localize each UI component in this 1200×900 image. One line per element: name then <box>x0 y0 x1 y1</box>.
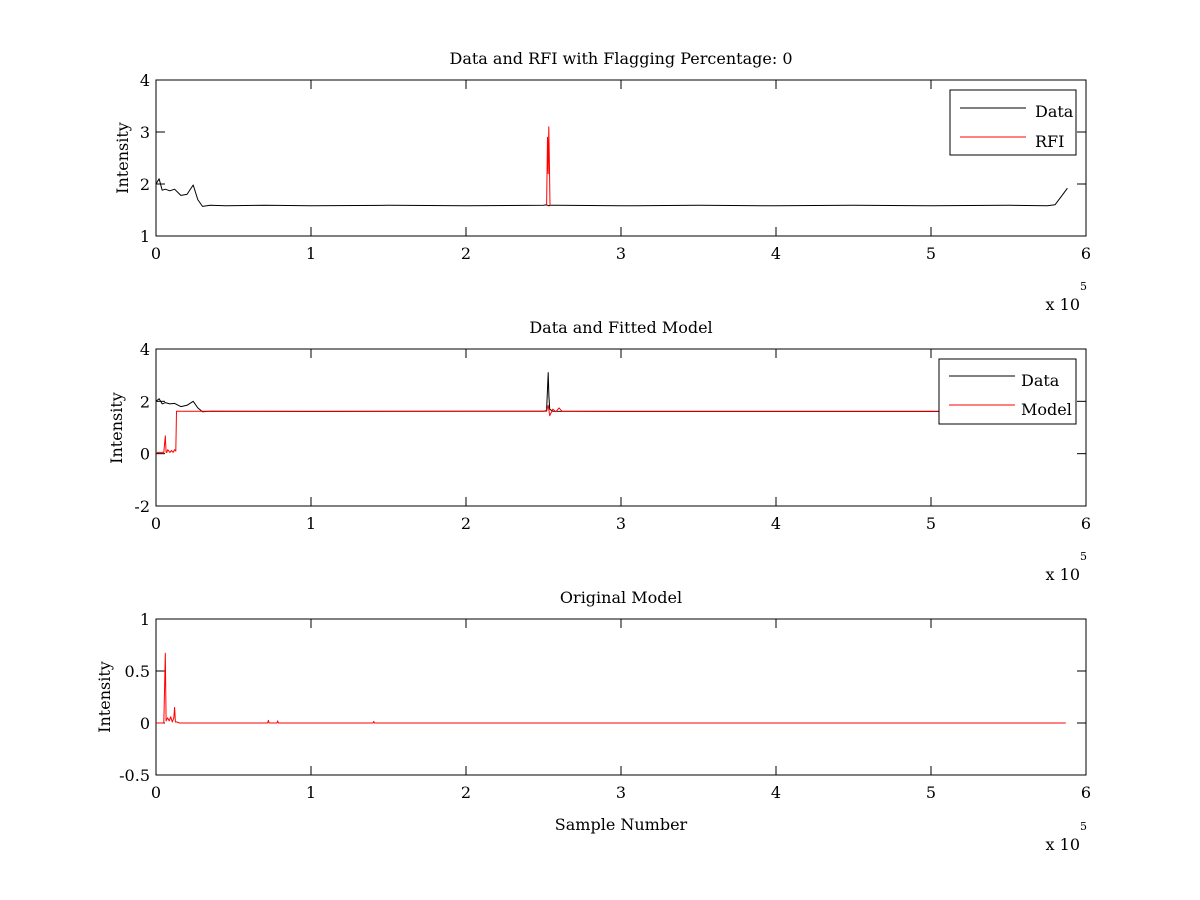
x-tick-label: 1 <box>306 783 316 802</box>
x-tick-label: 0 <box>151 244 161 263</box>
panel-1-traces <box>155 126 1068 207</box>
x-tick-label: 3 <box>616 514 626 533</box>
panel-3-axes <box>155 618 1087 776</box>
panel-1-legend-box <box>949 89 1077 156</box>
y-tick-label: 2 <box>140 392 150 411</box>
x-tick-label: 0 <box>151 783 161 802</box>
x-tick-label: 4 <box>771 783 781 802</box>
panel-1-legend: Data RFI <box>949 89 1077 156</box>
x-tick-label: 2 <box>461 783 471 802</box>
panel-2-ylabel: Intensity <box>107 392 126 464</box>
y-tick-label: -2 <box>134 497 150 516</box>
y-tick-label: 0.5 <box>125 662 150 681</box>
y-tick-label: 1 <box>140 227 150 246</box>
panel-2-x-exponent: 5 <box>1080 550 1087 563</box>
x-tick-label: 3 <box>616 783 626 802</box>
panel-2-traces <box>155 372 1009 453</box>
x-tick-label: 6 <box>1081 514 1091 533</box>
y-tick-label: 2 <box>140 175 150 194</box>
panel-3-x-multiplier: x 10 <box>1046 835 1080 854</box>
panel-3-traces <box>156 652 1066 724</box>
y-tick-label: 0 <box>140 445 150 464</box>
panel-1-x-exponent: 5 <box>1080 280 1087 293</box>
x-tick-label: 3 <box>616 244 626 263</box>
x-tick-label: 2 <box>461 514 471 533</box>
x-tick-label: 1 <box>306 244 316 263</box>
x-tick-label: 6 <box>1081 783 1091 802</box>
x-tick-label: 1 <box>306 514 316 533</box>
panel-2-legend-label-model: Model <box>1021 400 1072 419</box>
panel-1-ylabel: Intensity <box>113 122 132 194</box>
panel-2-legend-label-data: Data <box>1021 371 1060 390</box>
x-tick-label: 0 <box>151 514 161 533</box>
panel-1-legend-label-data: Data <box>1035 102 1074 121</box>
panel-2-legend-box <box>938 358 1077 425</box>
y-tick-label: 0 <box>140 714 150 733</box>
panel-1-x-multiplier: x 10 <box>1046 295 1080 314</box>
series-line-model <box>156 404 939 453</box>
x-tick-label: 5 <box>926 514 936 533</box>
panel-3-ylabel: Intensity <box>95 661 114 733</box>
series-line-data <box>155 178 1068 207</box>
series-line-rfi <box>546 126 552 207</box>
y-tick-label: 1 <box>140 610 150 629</box>
x-tick-label: 5 <box>926 783 936 802</box>
x-tick-label: 4 <box>771 244 781 263</box>
panel-1-title: Data and RFI with Flagging Percentage: 0 <box>449 49 792 68</box>
y-tick-label: -0.5 <box>119 766 150 785</box>
y-tick-label: 3 <box>140 123 150 142</box>
x-tick-label: 4 <box>771 514 781 533</box>
y-tick-label: 4 <box>140 71 150 90</box>
panel-2-title: Data and Fitted Model <box>529 318 712 337</box>
series-line-series-0 <box>156 652 1066 724</box>
panel-2-x-multiplier: x 10 <box>1046 565 1080 584</box>
panel-original-model: Original Model 0 1 2 3 4 5 6-0.500.51 Intensit… <box>95 588 1091 854</box>
panel-data-rfi: Data and RFI with Flagging Percentage: 0… <box>113 49 1091 314</box>
x-tick-label: 6 <box>1081 244 1091 263</box>
panel-1-axes <box>155 79 1087 237</box>
panel-3-xlabel: Sample Number <box>555 815 688 834</box>
panel-3-x-exponent: 5 <box>1080 820 1087 833</box>
x-tick-label: 5 <box>926 244 936 263</box>
panel-2-legend: Data Model <box>938 358 1077 425</box>
panel-3-title: Original Model <box>560 588 682 607</box>
x-tick-label: 2 <box>461 244 471 263</box>
panel-1-legend-label-rfi: RFI <box>1035 132 1064 151</box>
y-tick-label: 4 <box>140 340 150 359</box>
panel-3-ticks: 0 1 2 3 4 5 6-0.500.51 <box>119 610 1091 802</box>
